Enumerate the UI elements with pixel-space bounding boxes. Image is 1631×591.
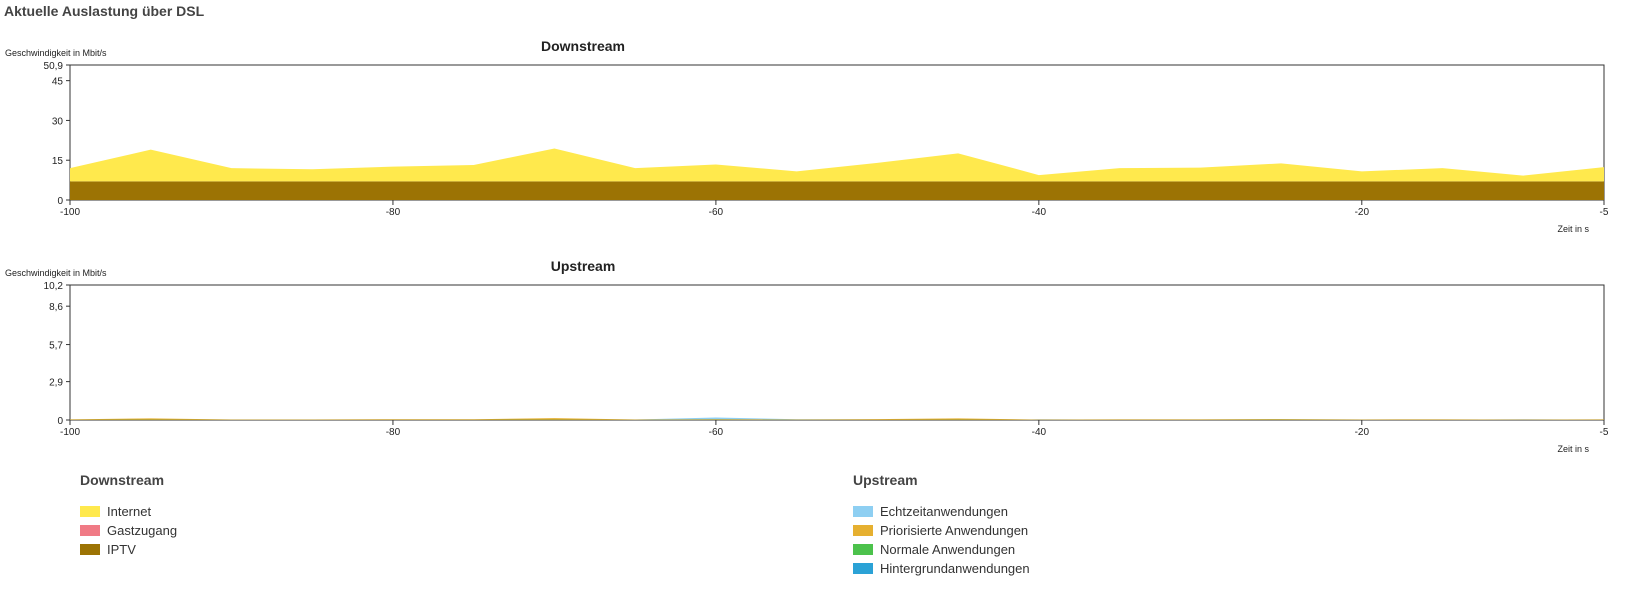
series-area-internet <box>70 148 1604 182</box>
y-tick-label: 45 <box>52 77 64 88</box>
plot-frame <box>69 284 1605 421</box>
x-axis-label: Zeit in s <box>1557 224 1589 234</box>
legend-swatch <box>853 563 873 574</box>
x-tick-label: -40 <box>1032 427 1047 438</box>
series-area-iptv <box>70 181 1604 200</box>
chart-title: Downstream <box>541 38 625 54</box>
y-tick-label: 5,7 <box>49 341 63 352</box>
y-tick-label: 0 <box>57 416 63 427</box>
legend-upstream: Upstream Echtzeitanwendungen Priorisierte… <box>853 472 1030 578</box>
x-tick-label: -40 <box>1032 207 1047 218</box>
x-tick-label: -100 <box>60 207 80 218</box>
legend-swatch <box>80 506 100 517</box>
legend-label: Hintergrundanwendungen <box>880 561 1030 576</box>
x-tick-label: -60 <box>709 427 724 438</box>
y-tick-label: 30 <box>52 116 64 127</box>
legend-label: Internet <box>107 504 152 519</box>
x-tick-label: -20 <box>1355 207 1370 218</box>
legend-item: Gastzugang <box>80 521 177 540</box>
downstream-chart: Downstream Geschwindigkeit in Mbit/s 0 15 30… <box>5 38 1609 234</box>
legend-label: IPTV <box>107 542 136 557</box>
page-title: Aktuelle Auslastung über DSL <box>4 3 205 19</box>
legend-label: Priorisierte Anwendungen <box>880 523 1029 538</box>
series-area-priorisiert <box>70 418 1604 420</box>
legend-title: Upstream <box>853 472 918 488</box>
legend-item: IPTV <box>80 540 177 559</box>
x-tick-label: -80 <box>386 207 401 218</box>
legend-swatch <box>80 544 100 555</box>
x-tick-label: -100 <box>60 427 80 438</box>
legend-item: Priorisierte Anwendungen <box>853 521 1030 540</box>
y-tick-label: 0 <box>57 196 63 207</box>
legend-item: Echtzeitanwendungen <box>853 502 1030 521</box>
y-axis-label: Geschwindigkeit in Mbit/s <box>5 268 107 278</box>
y-tick-label: 8,6 <box>49 302 63 313</box>
x-tick-label: -80 <box>386 427 401 438</box>
series-area-echtzeit <box>70 417 1604 420</box>
legend-label: Gastzugang <box>107 523 178 538</box>
legend-label: Echtzeitanwendungen <box>880 504 1008 519</box>
y-tick-label: 50,9 <box>44 61 64 72</box>
legend-item: Hintergrundanwendungen <box>853 559 1030 578</box>
x-axis-label: Zeit in s <box>1557 444 1589 454</box>
legend-swatch <box>853 544 873 555</box>
y-tick-label: 10,2 <box>44 281 64 292</box>
legend-downstream: Downstream Internet Gastzugang IPTV <box>80 472 177 559</box>
legend-item: Normale Anwendungen <box>853 540 1030 559</box>
upstream-chart: Upstream Geschwindigkeit in Mbit/s 0 2,9 5,7… <box>5 258 1609 454</box>
x-tick-label: -5 <box>1600 427 1609 438</box>
legend-title: Downstream <box>80 472 165 488</box>
legend-swatch <box>853 506 873 517</box>
legend-swatch <box>853 525 873 536</box>
x-tick-label: -20 <box>1355 427 1370 438</box>
y-tick-label: 2,9 <box>49 378 63 389</box>
legend-item: Internet <box>80 502 177 521</box>
y-axis-label: Geschwindigkeit in Mbit/s <box>5 48 107 58</box>
chart-title: Upstream <box>551 258 616 274</box>
x-tick-label: -5 <box>1600 207 1609 218</box>
legend-swatch <box>80 525 100 536</box>
legend-label: Normale Anwendungen <box>880 542 1016 557</box>
y-tick-label: 15 <box>52 156 64 167</box>
x-tick-label: -60 <box>709 207 724 218</box>
